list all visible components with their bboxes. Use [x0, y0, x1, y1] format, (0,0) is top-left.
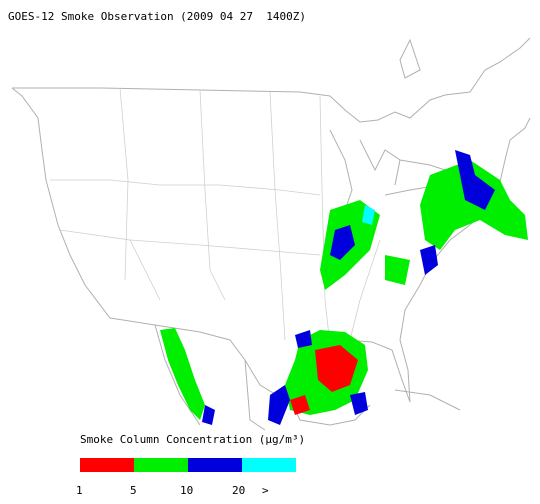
basemap: [11, 37, 531, 431]
legend-title: Smoke Column Concentration (μg/m³): [80, 433, 305, 446]
color-swatch: [80, 458, 134, 472]
color-swatch: [188, 458, 242, 472]
color-label: 10: [180, 484, 193, 497]
color-label: 1: [76, 484, 83, 497]
color-label: 20: [232, 484, 245, 497]
color-label: >: [262, 484, 269, 497]
smoke-plumes: [160, 150, 528, 425]
color-swatch: [134, 458, 188, 472]
legend: 1 5 10 20 >: [76, 458, 296, 497]
color-swatch: [242, 458, 296, 472]
color-label: 5: [130, 484, 137, 497]
title: GOES-12 Smoke Observation (2009 04 27 14…: [8, 10, 306, 23]
